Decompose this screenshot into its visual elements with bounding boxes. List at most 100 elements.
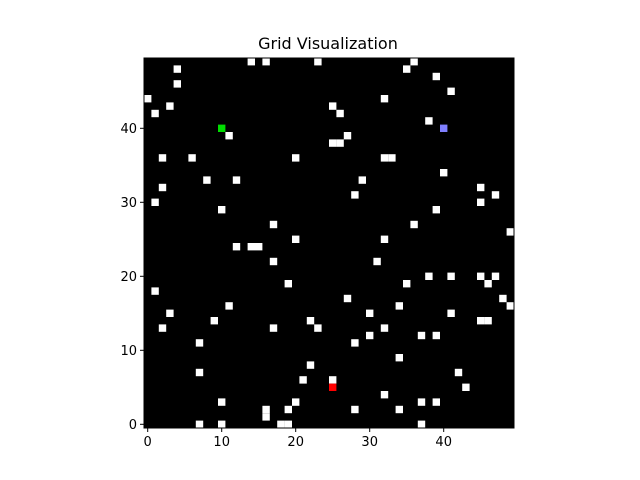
obstacle-cell [232, 176, 241, 184]
obstacle-cell [343, 294, 352, 303]
obstacle-cell [329, 102, 337, 110]
obstacle-cell [351, 339, 359, 347]
obstacle-cell [314, 58, 322, 66]
obstacle-cell [380, 235, 389, 243]
obstacle-cell [306, 361, 315, 369]
obstacle-cell [484, 280, 492, 288]
obstacle-cell [491, 272, 500, 280]
obstacle-cell [173, 80, 181, 88]
obstacle-cell [255, 243, 263, 251]
obstacle-cell [284, 420, 292, 428]
obstacle-cell [292, 154, 300, 162]
obstacle-cell [477, 317, 485, 325]
obstacle-cell [151, 287, 159, 295]
obstacle-cell [329, 139, 337, 147]
obstacle-cell [447, 87, 455, 95]
obstacle-cell [158, 183, 167, 192]
y-axis: 0 10 20 30 40 [120, 122, 144, 433]
obstacle-cell [410, 220, 418, 229]
obstacle-cell [484, 317, 492, 325]
obstacle-cell [269, 257, 278, 266]
obstacle-cell [447, 272, 455, 280]
obstacle-cell [166, 309, 174, 317]
obstacle-cell [380, 95, 389, 103]
obstacle-cell [417, 420, 426, 428]
obstacle-cell [380, 391, 389, 399]
obstacle-cell [151, 109, 159, 118]
x-tick-label: 40 [435, 435, 452, 450]
obstacle-cell [380, 154, 389, 162]
obstacle-cell [173, 65, 181, 73]
obstacle-cell [284, 405, 292, 414]
obstacle-cell [195, 368, 204, 377]
x-tick-label: 10 [213, 435, 230, 450]
obstacle-cell [432, 331, 440, 340]
obstacle-cell [462, 383, 470, 391]
obstacle-cell [299, 376, 307, 384]
obstacle-cell [425, 117, 433, 125]
obstacle-cell [358, 176, 366, 184]
obstacle-cell [269, 220, 278, 229]
obstacle-cell [225, 132, 233, 140]
obstacle-cell [306, 317, 315, 325]
obstacle-cell [195, 339, 204, 347]
obstacle-cell [269, 324, 278, 332]
agent-cell [440, 124, 448, 132]
obstacle-cell [336, 139, 344, 147]
obstacle-cell [454, 368, 463, 377]
obstacle-cell [366, 309, 374, 317]
obstacle-cell [336, 109, 344, 118]
obstacle-cell [277, 420, 285, 428]
y-tick-label: 20 [120, 270, 137, 285]
obstacle-cell [188, 154, 196, 162]
y-tick-label: 10 [120, 344, 137, 359]
start-cell [218, 124, 226, 132]
markers-layer [218, 124, 448, 391]
x-axis: 0 10 20 30 40 [144, 428, 452, 450]
x-tick-label: 30 [361, 435, 378, 450]
obstacle-cell [262, 405, 270, 414]
obstacle-cell [225, 302, 233, 310]
obstacle-cell [388, 154, 396, 162]
obstacle-cell [477, 183, 485, 192]
obstacle-cell [491, 191, 500, 199]
obstacle-cell [506, 228, 514, 236]
obstacle-cell [432, 206, 440, 214]
obstacle-cell [432, 72, 440, 81]
x-tick-label: 0 [144, 435, 152, 450]
obstacle-cell [477, 272, 485, 280]
obstacle-cell [351, 191, 359, 199]
obstacle-cell [506, 302, 514, 310]
y-tick-label: 30 [120, 196, 137, 211]
x-tick-label: 20 [287, 435, 304, 450]
obstacle-cell [203, 176, 211, 184]
obstacle-cell [395, 354, 403, 362]
obstacle-cell [351, 405, 359, 414]
obstacle-cell [144, 95, 152, 103]
obstacle-cell [210, 317, 218, 325]
obstacle-cell [292, 398, 300, 406]
obstacle-cell [151, 198, 159, 206]
obstacle-cell [292, 235, 300, 243]
obstacle-cell [195, 420, 204, 428]
obstacle-cell [417, 398, 426, 406]
obstacle-cell [218, 398, 226, 406]
obstacle-cell [499, 294, 507, 303]
obstacle-cell [218, 420, 226, 428]
obstacle-cell [432, 398, 440, 406]
obstacle-cell [373, 257, 381, 266]
obstacle-cell [425, 272, 433, 280]
obstacle-cell [232, 243, 241, 251]
goal-cell [329, 383, 337, 391]
obstacle-cell [329, 376, 337, 384]
obstacle-cell [410, 58, 418, 66]
plot-frame [143, 57, 515, 429]
obstacle-cell [440, 169, 448, 177]
y-tick-label: 40 [120, 122, 137, 137]
obstacle-cell [158, 324, 167, 332]
obstacle-cell [403, 65, 411, 73]
y-tick-label: 0 [129, 418, 137, 433]
obstacle-cell [262, 58, 270, 66]
obstacle-cell [417, 331, 426, 340]
